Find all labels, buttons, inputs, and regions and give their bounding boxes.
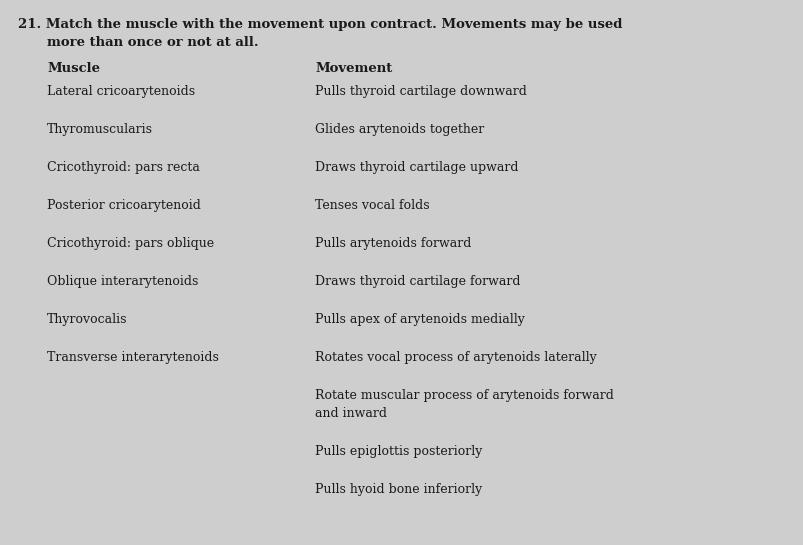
- Text: Tenses vocal folds: Tenses vocal folds: [315, 199, 429, 212]
- Text: Draws thyroid cartilage forward: Draws thyroid cartilage forward: [315, 275, 520, 288]
- Text: Oblique interarytenoids: Oblique interarytenoids: [47, 275, 198, 288]
- Text: Cricothyroid: pars recta: Cricothyroid: pars recta: [47, 161, 200, 174]
- Text: Pulls apex of arytenoids medially: Pulls apex of arytenoids medially: [315, 313, 524, 326]
- Text: and inward: and inward: [315, 407, 386, 420]
- Text: Rotate muscular process of arytenoids forward: Rotate muscular process of arytenoids fo…: [315, 389, 613, 402]
- Text: more than once or not at all.: more than once or not at all.: [47, 36, 259, 49]
- Text: Pulls arytenoids forward: Pulls arytenoids forward: [315, 237, 471, 250]
- Text: Posterior cricoarytenoid: Posterior cricoarytenoid: [47, 199, 201, 212]
- Text: Transverse interarytenoids: Transverse interarytenoids: [47, 351, 218, 364]
- Text: Glides arytenoids together: Glides arytenoids together: [315, 123, 483, 136]
- Text: Muscle: Muscle: [47, 62, 100, 75]
- Text: Pulls epiglottis posteriorly: Pulls epiglottis posteriorly: [315, 445, 482, 458]
- Text: Cricothyroid: pars oblique: Cricothyroid: pars oblique: [47, 237, 214, 250]
- Text: Rotates vocal process of arytenoids laterally: Rotates vocal process of arytenoids late…: [315, 351, 596, 364]
- Text: Draws thyroid cartilage upward: Draws thyroid cartilage upward: [315, 161, 518, 174]
- Text: Lateral cricoarytenoids: Lateral cricoarytenoids: [47, 85, 195, 98]
- Text: Movement: Movement: [315, 62, 392, 75]
- Text: Pulls thyroid cartilage downward: Pulls thyroid cartilage downward: [315, 85, 526, 98]
- Text: Pulls hyoid bone inferiorly: Pulls hyoid bone inferiorly: [315, 483, 482, 496]
- Text: Thyrovocalis: Thyrovocalis: [47, 313, 128, 326]
- Text: Thyromuscularis: Thyromuscularis: [47, 123, 153, 136]
- Text: 21. Match the muscle with the movement upon contract. Movements may be used: 21. Match the muscle with the movement u…: [18, 18, 622, 31]
